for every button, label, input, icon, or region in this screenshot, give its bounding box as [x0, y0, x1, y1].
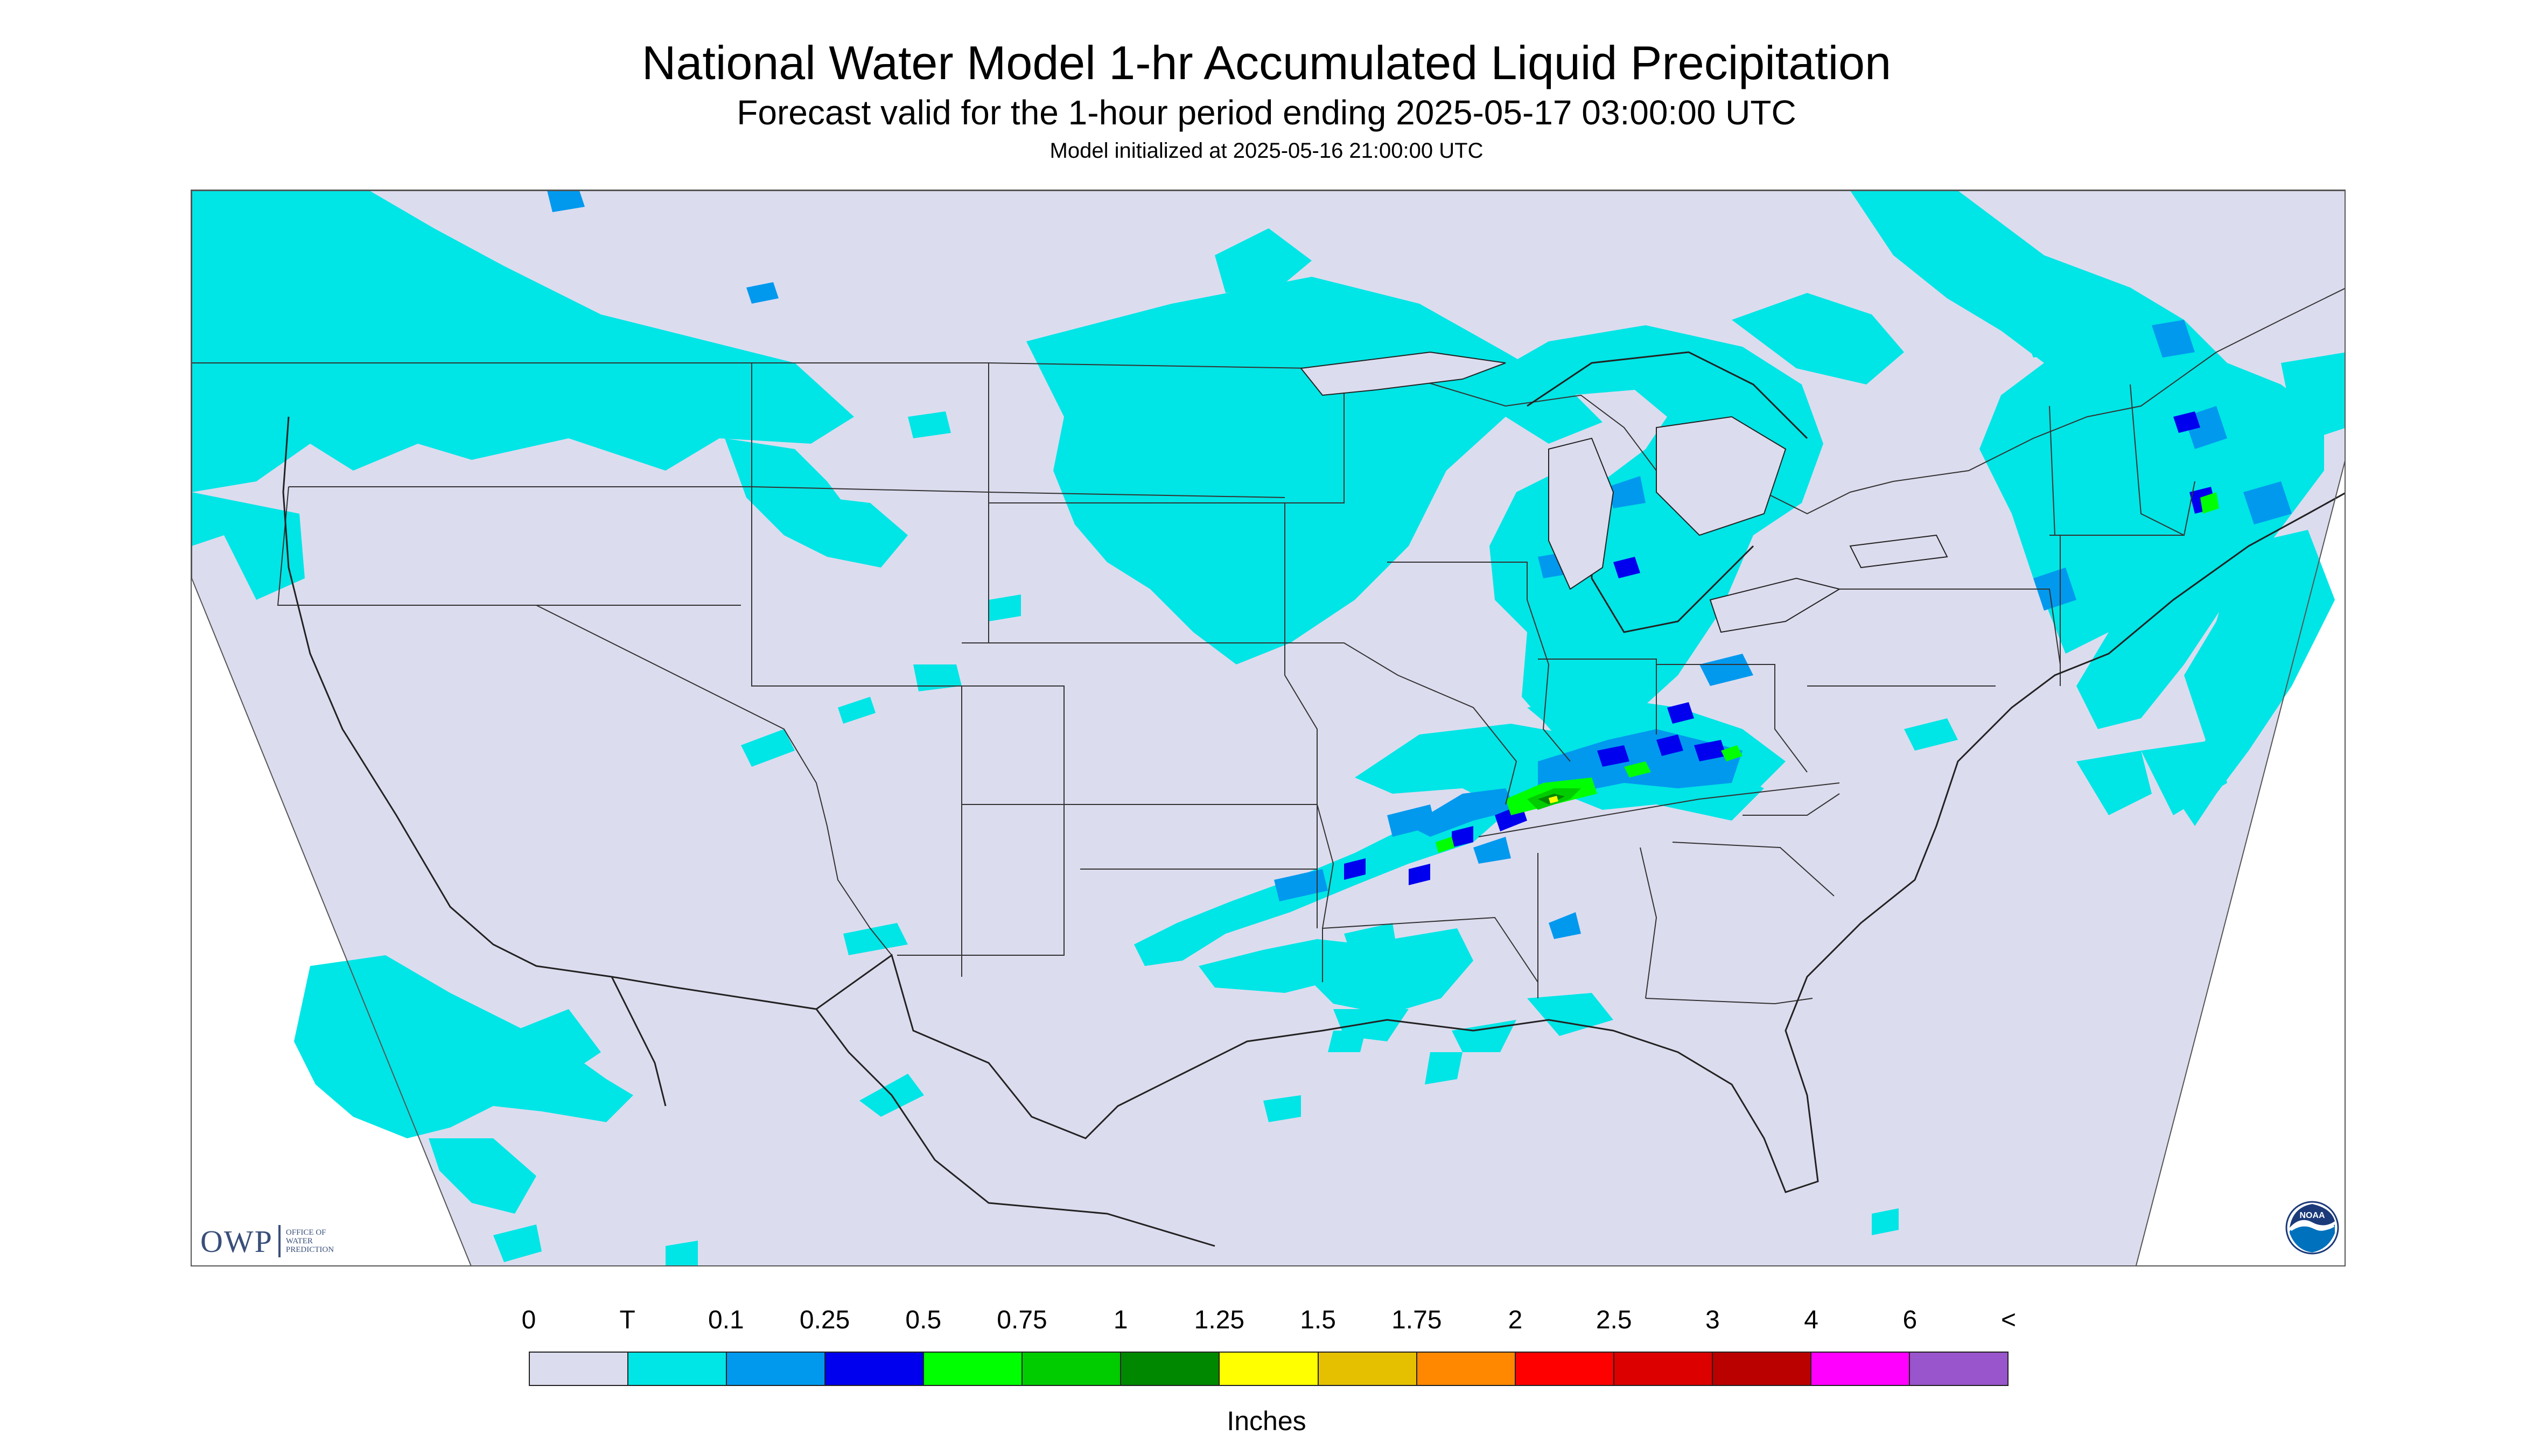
legend-tick-label: 0 — [521, 1306, 536, 1334]
legend-tick-label: 1 — [1113, 1306, 1128, 1334]
legend-tick-label: T — [619, 1306, 635, 1334]
model-init-note: Model initialized at 2025-05-16 21:00:00… — [1049, 139, 1484, 163]
legend-tick-label: 0.1 — [708, 1306, 744, 1334]
legend-tick-label: 3 — [1705, 1306, 1720, 1334]
legend-swatch — [1417, 1353, 1516, 1385]
precipitation-map[interactable]: OWP OFFICE OF WATER PREDICTION NOAA — [191, 190, 2346, 1266]
legend-swatch — [628, 1353, 727, 1385]
legend-swatch — [1614, 1353, 1713, 1385]
legend-tick-label: 2 — [1508, 1306, 1523, 1334]
map-canvas — [192, 191, 2345, 1265]
legend-swatch — [1220, 1353, 1319, 1385]
legend-swatch — [1121, 1353, 1220, 1385]
legend-tick-label: 4 — [1804, 1306, 1818, 1334]
legend-tick-label: 1.5 — [1300, 1306, 1336, 1334]
legend-tick-label: 1.75 — [1391, 1306, 1442, 1334]
legend-tick-label: 0.25 — [799, 1306, 850, 1334]
owp-logo: OWP OFFICE OF WATER PREDICTION — [200, 1222, 334, 1260]
great-lakes — [1300, 351, 1948, 633]
precip-moderate-areas — [1344, 411, 2216, 885]
legend-swatch — [1318, 1353, 1417, 1385]
legend-swatch — [1811, 1353, 1910, 1385]
legend-swatch — [1909, 1353, 2007, 1385]
legend-swatch — [924, 1353, 1023, 1385]
color-legend — [529, 1352, 2009, 1386]
legend-swatch — [727, 1353, 826, 1385]
coastlines — [282, 351, 2345, 1247]
legend-swatch — [1712, 1353, 1811, 1385]
legend-swatch — [1515, 1353, 1614, 1385]
legend-tick-label: 0.5 — [905, 1306, 942, 1334]
legend-tick-label: < — [2000, 1306, 2017, 1334]
legend-swatch — [1023, 1353, 1122, 1385]
forecast-valid-subtitle: Forecast valid for the 1-hour period end… — [737, 93, 1796, 132]
owp-logo-subtext: OFFICE OF WATER PREDICTION — [285, 1228, 334, 1254]
precip-heavy-areas — [1436, 492, 2219, 853]
owp-logo-text: OWP — [200, 1223, 273, 1259]
legend-tick-label: 0.75 — [997, 1306, 1047, 1334]
legend-swatch — [530, 1353, 629, 1385]
svg-text:NOAA: NOAA — [2299, 1211, 2325, 1220]
page-title: National Water Model 1-hr Accumulated Li… — [641, 36, 1892, 89]
legend-swatch — [825, 1353, 925, 1385]
legend-tick-label: 1.25 — [1194, 1306, 1245, 1334]
legend-units: Inches — [1227, 1406, 1306, 1436]
legend-tick-label: 6 — [1902, 1306, 1918, 1334]
noaa-seal-icon: NOAA — [2285, 1201, 2339, 1255]
legend-tick-label: 2.5 — [1596, 1306, 1632, 1334]
